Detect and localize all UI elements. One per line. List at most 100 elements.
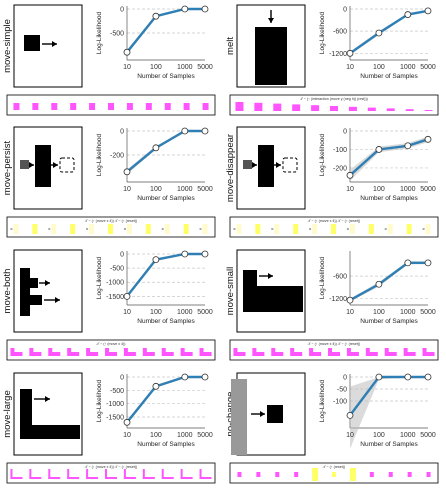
- frame-thumb: [369, 472, 374, 477]
- frame-thumb: [164, 224, 170, 234]
- x-tick-label: 100: [373, 186, 385, 193]
- frame-thumb: [48, 477, 61, 479]
- frame-thumb: [10, 352, 23, 356]
- data-point: [152, 382, 160, 390]
- arrowhead-icon: [268, 18, 274, 23]
- scene-block: [30, 295, 42, 305]
- frame-thumb: [145, 103, 152, 110]
- strip-formula: 𝒯 ~ (↑ (interaction (move y (neg h)) (re…: [300, 97, 368, 101]
- frame-thumb: [32, 103, 39, 110]
- scene-block: [258, 145, 274, 187]
- frame-thumb: [422, 348, 427, 352]
- x-tick-label: 1000: [177, 432, 193, 439]
- frame-dot: [346, 228, 349, 230]
- frame-dot: [86, 228, 89, 230]
- frame-dot: [309, 228, 312, 230]
- frame-thumb: [252, 352, 265, 356]
- x-tick-label: 10: [123, 432, 131, 439]
- frame-thumb: [330, 106, 338, 111]
- scene-block: [24, 35, 40, 51]
- dashed-target: [59, 157, 75, 173]
- frame-hl: [312, 468, 319, 481]
- data-point: [201, 373, 209, 381]
- series-line: [349, 9, 429, 55]
- frame-thumb: [161, 348, 166, 352]
- frame-thumb: [89, 224, 95, 234]
- frame-thumb: [145, 224, 151, 234]
- frame-thumb: [70, 224, 76, 234]
- frame-thumb: [10, 469, 13, 479]
- frame-thumb: [105, 469, 107, 479]
- x-tick-label: 10: [123, 64, 131, 71]
- series-line: [126, 129, 205, 173]
- data-point: [404, 11, 412, 18]
- frame-thumb: [29, 469, 32, 479]
- x-axis-label: Number of Samples: [360, 318, 418, 325]
- frame-thumb: [123, 477, 136, 479]
- frame-thumb: [426, 472, 431, 477]
- frame-thumb: [367, 107, 376, 111]
- frame-thumb: [105, 477, 117, 479]
- chart-panel-move-both: move-both 0 -500 -1000 -1500 10 100 1000 5000Num…: [2, 249, 216, 361]
- frame-thumb: [142, 352, 155, 356]
- y-axis-label: Log-Likelihood: [319, 379, 326, 422]
- y-tick-label: 0: [120, 7, 124, 14]
- data-point: [123, 418, 131, 426]
- data-point: [201, 250, 209, 258]
- x-tick-label: 5000: [197, 432, 213, 439]
- x-tick-label: 5000: [197, 64, 213, 71]
- frame-thumb: [199, 352, 212, 356]
- data-point: [123, 168, 131, 176]
- frame-thumb: [183, 224, 189, 234]
- frame-dot: [199, 228, 202, 230]
- frame-dot: [271, 228, 274, 230]
- x-tick-label: 10: [346, 432, 354, 439]
- frame-thumb: [10, 477, 23, 479]
- panel-title: move-simple: [2, 19, 13, 73]
- frame-thumb: [67, 352, 80, 356]
- frame-thumb: [70, 103, 77, 110]
- frame-thumb: [273, 103, 282, 111]
- frame-thumb: [331, 224, 336, 234]
- frame-thumb: [384, 348, 389, 352]
- frame-thumb: [202, 103, 209, 110]
- series-line: [126, 252, 205, 298]
- y-tick-label: -600: [333, 29, 347, 36]
- frame-thumb: [67, 477, 80, 479]
- frame-thumb: [312, 224, 318, 234]
- arrowhead-icon: [45, 280, 50, 286]
- frame-thumb: [271, 348, 276, 352]
- y-axis-label: Log-Likelihood: [96, 133, 103, 176]
- y-tick-label: -200: [110, 153, 124, 160]
- x-axis-label: Number of Samples: [137, 73, 195, 80]
- x-tick-label: 5000: [420, 186, 436, 193]
- frame-thumb: [180, 469, 183, 479]
- y-tick-label: 0: [343, 7, 347, 14]
- scene-block: [267, 405, 283, 423]
- chart-panel-move-disappear: move-disappear 0 -100 -200 10 100 1000 5000Numb…: [225, 126, 439, 238]
- frame-thumb: [123, 469, 126, 479]
- confidence-band: [127, 131, 205, 175]
- x-axis-label: Number of Samples: [137, 195, 195, 202]
- y-tick-label: 0: [120, 129, 124, 136]
- data-point: [346, 49, 354, 57]
- scene-block: [35, 145, 51, 187]
- arrowhead-icon: [45, 396, 50, 402]
- x-tick-label: 5000: [197, 309, 213, 316]
- x-tick-label: 100: [150, 186, 162, 193]
- frame-thumb: [142, 477, 155, 479]
- frame-thumb: [51, 103, 58, 110]
- frame-thumb: [237, 472, 242, 477]
- frame-thumb: [365, 352, 378, 356]
- frame-thumb: [271, 352, 284, 356]
- arrowhead-icon: [252, 162, 257, 168]
- y-tick-label: 0: [343, 129, 347, 136]
- x-tick-label: 5000: [420, 309, 436, 316]
- frame-thumb: [386, 108, 395, 111]
- frame-thumb: [233, 348, 238, 352]
- confidence-band: [350, 377, 428, 449]
- frame-thumb: [67, 348, 72, 352]
